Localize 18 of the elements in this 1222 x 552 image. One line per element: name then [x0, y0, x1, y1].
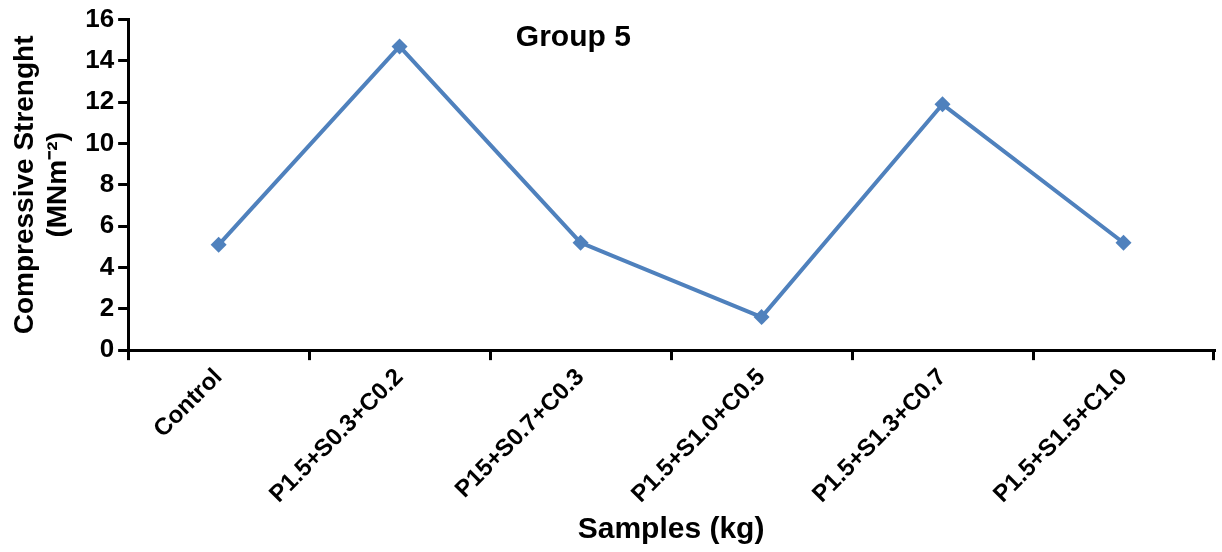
- point: [753, 309, 770, 326]
- y-tick-label: 6: [99, 209, 115, 240]
- y-tick-label: 8: [99, 168, 115, 199]
- y-axis-title: Compressive Strenght (MNm⁻²): [7, 35, 73, 335]
- point: [210, 236, 227, 253]
- chart-title: Group 5: [515, 18, 631, 52]
- y-tick-label: 4: [99, 250, 115, 281]
- y-tick-label: 12: [85, 85, 115, 116]
- y-tick-label: 14: [85, 44, 115, 75]
- point: [934, 96, 951, 113]
- x-axis-title: Samples (kg): [577, 511, 765, 545]
- point: [572, 234, 589, 251]
- y-tick-label: 10: [85, 126, 115, 157]
- y-tick-label: 0: [99, 333, 115, 364]
- y-tick-label: 2: [99, 292, 115, 322]
- point: [391, 38, 408, 55]
- point: [1115, 234, 1132, 251]
- y-tick-label: 16: [85, 2, 115, 33]
